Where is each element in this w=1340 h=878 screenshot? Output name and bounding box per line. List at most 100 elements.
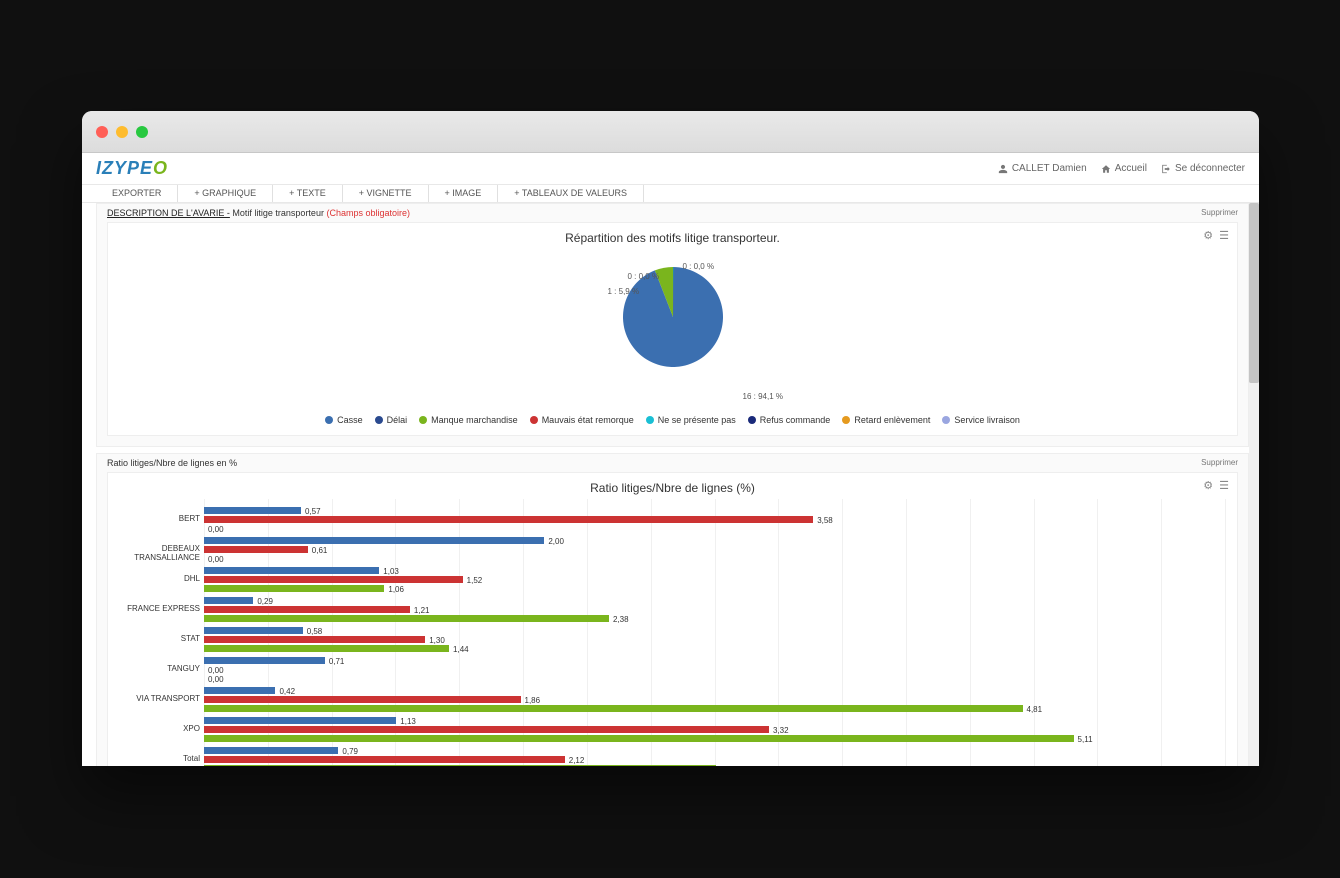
legend-item[interactable]: Refus commande [748,415,831,425]
bar [204,717,396,724]
bar-value: 1,44 [453,645,469,654]
bar-row: DEBEAUX TRANSALLIANCE 2,00 0,61 0,00 [108,535,1237,565]
required-label: (Champs obligatoire) [326,208,410,218]
bar-value: 1,13 [400,717,416,726]
pie-panel-breadcrumb: DESCRIPTION DE L'AVARIE - Motif litige t… [107,208,410,218]
bar-value: 3,58 [817,516,833,525]
add-vignette-button[interactable]: + VIGNETTE [343,185,429,202]
app-header: IZYPEO CALLET Damien Accueil Se déconnec… [82,153,1259,185]
bar-category-label: Total [108,754,200,763]
bar-panel-tools: ⚙ ☰ [1203,479,1229,492]
bar-chart: BERT0,573,580,00DEBEAUX TRANSALLIANCE2,0… [108,499,1237,766]
legend-label: Manque marchandise [431,415,518,425]
bar-value: 1,52 [467,576,483,585]
bar [204,627,303,634]
logo-accent: O [153,158,168,178]
app-viewport: IZYPEO CALLET Damien Accueil Se déconnec… [82,153,1259,766]
bar-value: 1,03 [383,567,399,576]
pie-crumb-main: DESCRIPTION DE L'AVARIE - [107,208,230,218]
legend-label: Mauvais état remorque [542,415,634,425]
add-table-button[interactable]: + TABLEAUX DE VALEURS [498,185,644,202]
bar-row: STAT0,581,301,44 [108,625,1237,655]
pie-delete-link[interactable]: Supprimer [1201,208,1238,218]
bar-row: TANGUY0,710,000,00 [108,655,1237,685]
content-area: DESCRIPTION DE L'AVARIE - Motif litige t… [96,203,1249,766]
legend-swatch [375,416,383,424]
bar [204,585,384,592]
home-link[interactable]: Accueil [1101,163,1147,174]
bar [204,576,463,583]
bar-panel-breadcrumb: Ratio litiges/Nbre de lignes en % [107,458,237,468]
browser-window: IZYPEO CALLET Damien Accueil Se déconnec… [82,111,1259,766]
bar-panel: Ratio litiges/Nbre de lignes en % Suppri… [96,453,1249,766]
window-titlebar [82,111,1259,153]
bar [204,765,716,766]
gear-icon[interactable]: ⚙ [1203,229,1213,242]
bar-value: 0,00 [208,666,224,675]
legend-item[interactable]: Casse [325,415,363,425]
bar-value: 0,58 [307,627,323,636]
legend-item[interactable]: Retard enlèvement [842,415,930,425]
bar-track: 0,42 1,86 4,81 [204,687,1225,713]
bar-row: VIA TRANSPORT 0,42 1,86 4,81 [108,685,1237,715]
bar [204,636,425,643]
bar-track: 0,792,123,01 [204,747,1225,766]
bar-track: 2,00 0,61 0,00 [204,537,1225,563]
bar-value: 0,00 [208,525,224,534]
bar-value: 4,81 [1027,705,1043,714]
scrollbar-track[interactable] [1249,203,1259,766]
scrollbar-thumb[interactable] [1249,203,1259,383]
logout-link[interactable]: Se déconnecter [1161,163,1245,174]
legend-swatch [748,416,756,424]
legend-item[interactable]: Service livraison [942,415,1020,425]
legend-label: Ne se présente pas [658,415,736,425]
close-icon[interactable] [96,126,108,138]
bar [204,606,410,613]
menu-icon[interactable]: ☰ [1219,479,1229,492]
add-text-button[interactable]: + TEXTE [273,185,343,202]
bar-panel-body: ⚙ ☰ Ratio litiges/Nbre de lignes (%) BER… [107,472,1238,766]
bar [204,696,521,703]
legend-item[interactable]: Délai [375,415,408,425]
legend-label: Retard enlèvement [854,415,930,425]
maximize-icon[interactable] [136,126,148,138]
bar-track: 1,031,521,06 [204,567,1225,593]
bar-value: 0,00 [208,555,224,564]
bar [204,735,1074,742]
menu-icon[interactable]: ☰ [1219,229,1229,242]
gear-icon[interactable]: ⚙ [1203,479,1213,492]
bar-track: 0,581,301,44 [204,627,1225,653]
bar-track: 0,573,580,00 [204,507,1225,533]
bar-row: XPO1,133,325,11 [108,715,1237,745]
bar-category-label: DEBEAUX TRANSALLIANCE [108,544,200,562]
bar [204,507,301,514]
bar-delete-link[interactable]: Supprimer [1201,458,1238,468]
bar-value: 2,00 [548,537,564,546]
legend-label: Refus commande [760,415,831,425]
bar-value: 1,21 [414,606,430,615]
legend-item[interactable]: Mauvais état remorque [530,415,634,425]
pie-panel-tools: ⚙ ☰ [1203,229,1229,242]
bar-category-label: VIA TRANSPORT [108,694,200,703]
pie-legend: Casse Délai Manque marchandise Mauvais état… [108,409,1237,435]
add-image-button[interactable]: + IMAGE [429,185,499,202]
bar-value: 0,42 [279,687,295,696]
user-link[interactable]: CALLET Damien [998,163,1087,174]
pie-slice-label: 0 : 0,0 % [683,262,715,271]
logout-icon [1161,164,1171,174]
bar [204,546,308,553]
bar [204,657,325,664]
legend-item[interactable]: Ne se présente pas [646,415,736,425]
pie-slice-label: 0 : 0,0 % [628,272,660,281]
legend-item[interactable]: Manque marchandise [419,415,518,425]
add-graph-button[interactable]: + GRAPHIQUE [178,185,273,202]
toolbar: EXPORTER + GRAPHIQUE + TEXTE + VIGNETTE … [82,185,1259,203]
bar-value: 1,86 [525,696,541,705]
home-label: Accueil [1115,163,1147,174]
bar-title: Ratio litiges/Nbre de lignes (%) [108,473,1237,499]
bar-value: 0,61 [312,546,328,555]
user-bar: CALLET Damien Accueil Se déconnecter [998,163,1245,174]
export-button[interactable]: EXPORTER [96,185,178,202]
minimize-icon[interactable] [116,126,128,138]
legend-swatch [942,416,950,424]
